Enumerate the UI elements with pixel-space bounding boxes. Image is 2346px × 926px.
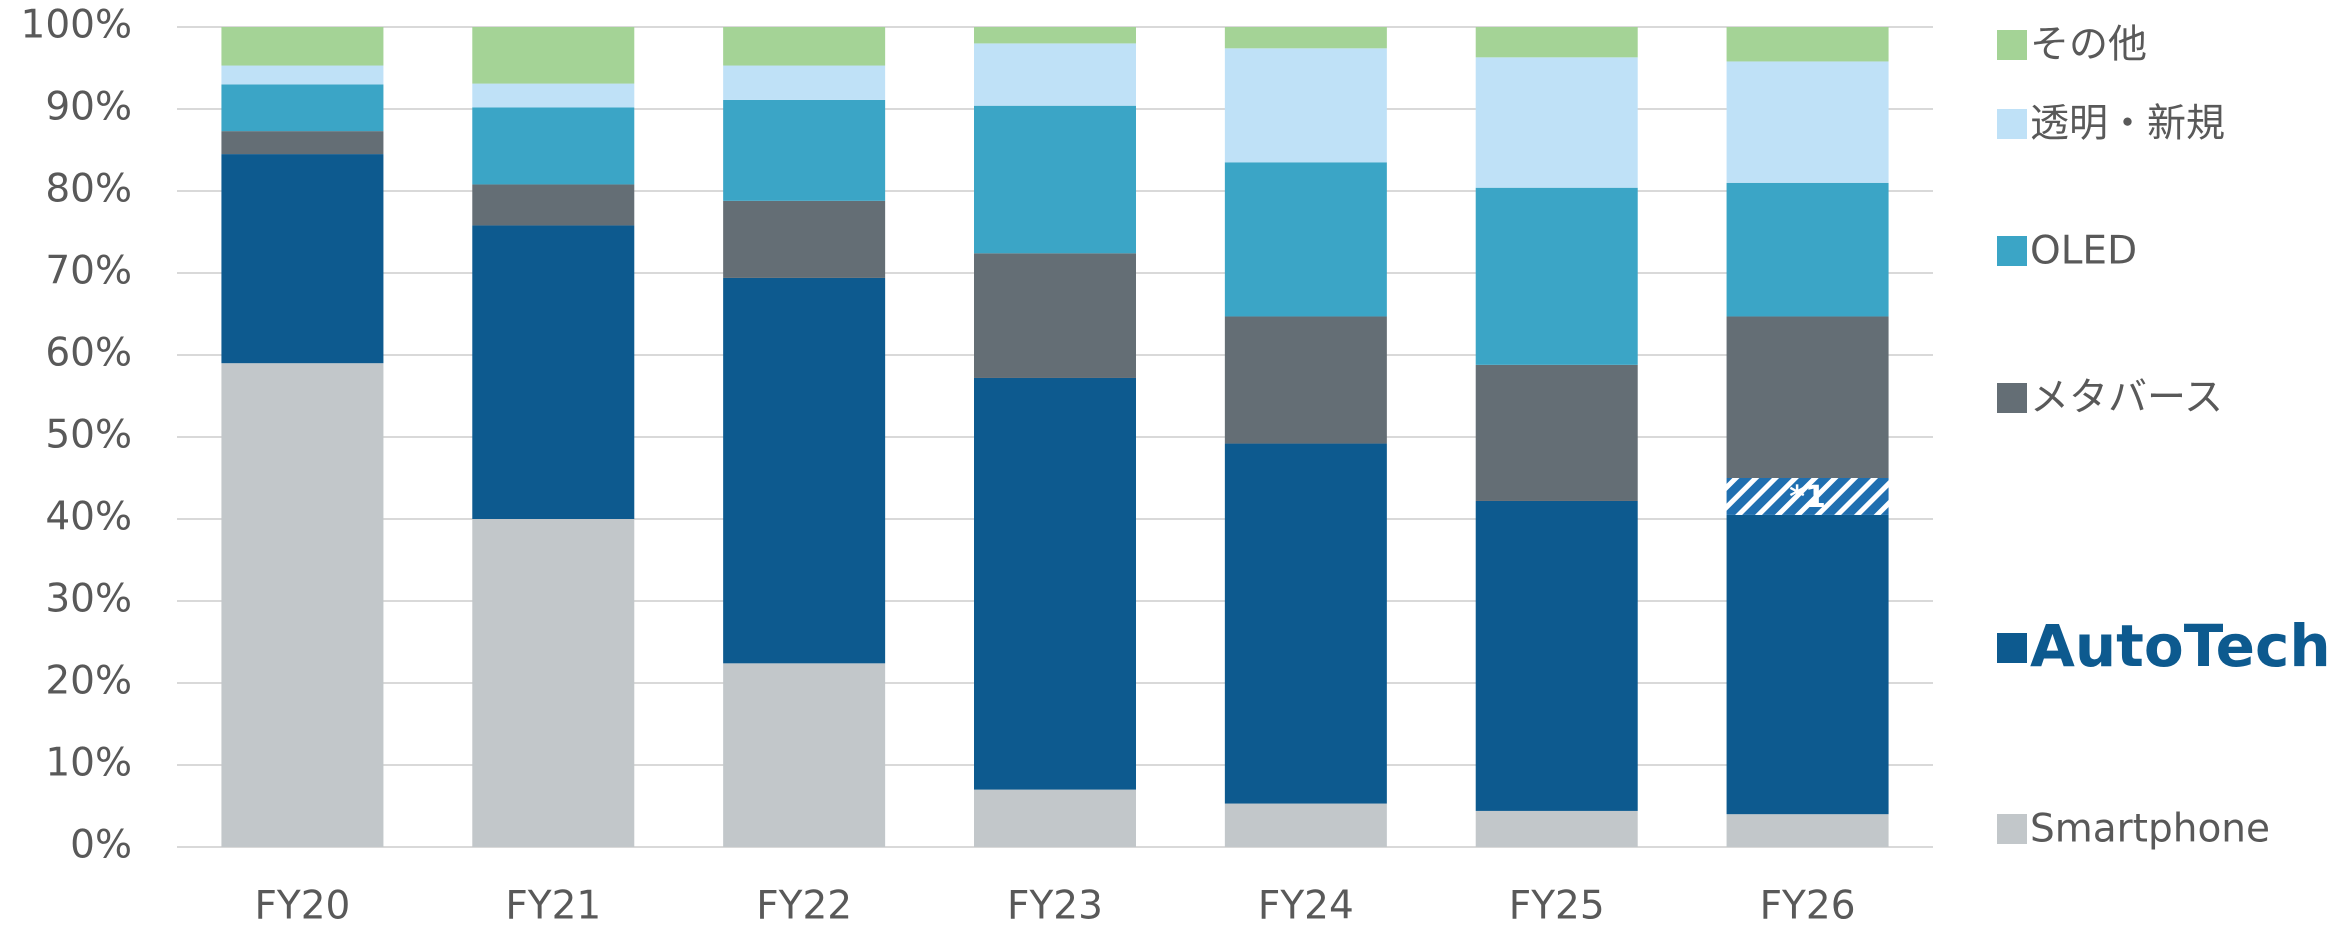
bar-segment: [1475, 27, 1638, 58]
legend-swatch: [1997, 633, 2027, 663]
y-tick-label: 80%: [45, 167, 132, 212]
y-tick-label: 70%: [45, 249, 132, 294]
x-tick-label: FY21: [505, 884, 601, 926]
bar-segment: [1224, 27, 1387, 49]
bar-segment: [221, 27, 384, 66]
bar-segment: [974, 27, 1136, 44]
legend-label: Smartphone: [2030, 807, 2270, 852]
y-tick-label: 50%: [45, 413, 132, 458]
bar-segment: [221, 84, 384, 132]
legend-label: OLED: [2030, 229, 2137, 274]
bar-segment: [472, 519, 635, 847]
legend-swatch: [1997, 814, 2027, 844]
bar-segment: [1224, 443, 1387, 804]
highlight-segment: [1726, 478, 1889, 515]
bar-segment: [221, 363, 384, 847]
bar-segment: [1475, 364, 1638, 501]
y-tick-label: 40%: [45, 495, 132, 540]
bar-segment: [472, 27, 635, 84]
y-tick-label: 90%: [45, 85, 132, 130]
y-tick-label: 30%: [45, 577, 132, 622]
bar-segment: [1726, 61, 1889, 183]
bar-segment: [472, 83, 635, 108]
legend-swatch: [1997, 236, 2027, 266]
x-tick-label: FY25: [1509, 884, 1605, 926]
x-tick-label: FY23: [1007, 884, 1103, 926]
bar-segment: [1726, 182, 1889, 317]
bar-segment: [1726, 814, 1889, 847]
bar-segment: [1224, 162, 1387, 317]
bar-segment: [974, 377, 1136, 790]
legend-swatch: [1997, 109, 2027, 139]
bar-segment: [1224, 316, 1387, 444]
highlight-label: *1: [1789, 480, 1826, 515]
bar-segment: [221, 131, 384, 155]
y-tick-label: 0%: [70, 823, 132, 868]
bar-segment: [1475, 500, 1638, 811]
bar-segment: [221, 154, 384, 364]
bar-segment: [1475, 187, 1638, 365]
y-tick-label: 100%: [21, 3, 133, 48]
bar-segment: [1475, 810, 1638, 847]
legend-label: 透明・新規: [2030, 102, 2225, 147]
bar-segment: [974, 43, 1136, 106]
x-tick-label: FY22: [756, 884, 852, 926]
legend-swatch: [1997, 383, 2027, 413]
bar-segment: [472, 184, 635, 226]
legend-label: その他: [2030, 23, 2147, 68]
bar-segment: [723, 65, 886, 100]
bar-segment: [1726, 514, 1889, 815]
bar-segment: [723, 277, 886, 664]
x-tick-label: FY26: [1760, 884, 1856, 926]
bar-segment: [723, 99, 886, 201]
legend-label: AutoTech: [2030, 612, 2331, 680]
bar-segment: [723, 663, 886, 847]
legend-label: メタバース: [2030, 376, 2223, 421]
y-tick-label: 10%: [45, 741, 132, 786]
bar-segment: [472, 107, 635, 185]
bar-segment: [1224, 803, 1387, 847]
bar-segment: [974, 253, 1136, 378]
bar-segment: [974, 105, 1136, 254]
x-tick-label: FY20: [254, 884, 350, 926]
legend-swatch: [1997, 30, 2027, 60]
bar-segment: [1475, 57, 1638, 188]
bar-segment: [1726, 27, 1889, 62]
bar-segment: [974, 789, 1136, 847]
bar-segment: [723, 27, 886, 66]
x-tick-label: FY24: [1258, 884, 1354, 926]
bar-segment: [1224, 48, 1387, 163]
bar-segment: [723, 200, 886, 278]
bar-segment: [221, 65, 384, 85]
bar-segment: [472, 225, 635, 519]
y-tick-label: 60%: [45, 331, 132, 376]
bar-segment: [1726, 316, 1889, 478]
y-tick-label: 20%: [45, 659, 132, 704]
